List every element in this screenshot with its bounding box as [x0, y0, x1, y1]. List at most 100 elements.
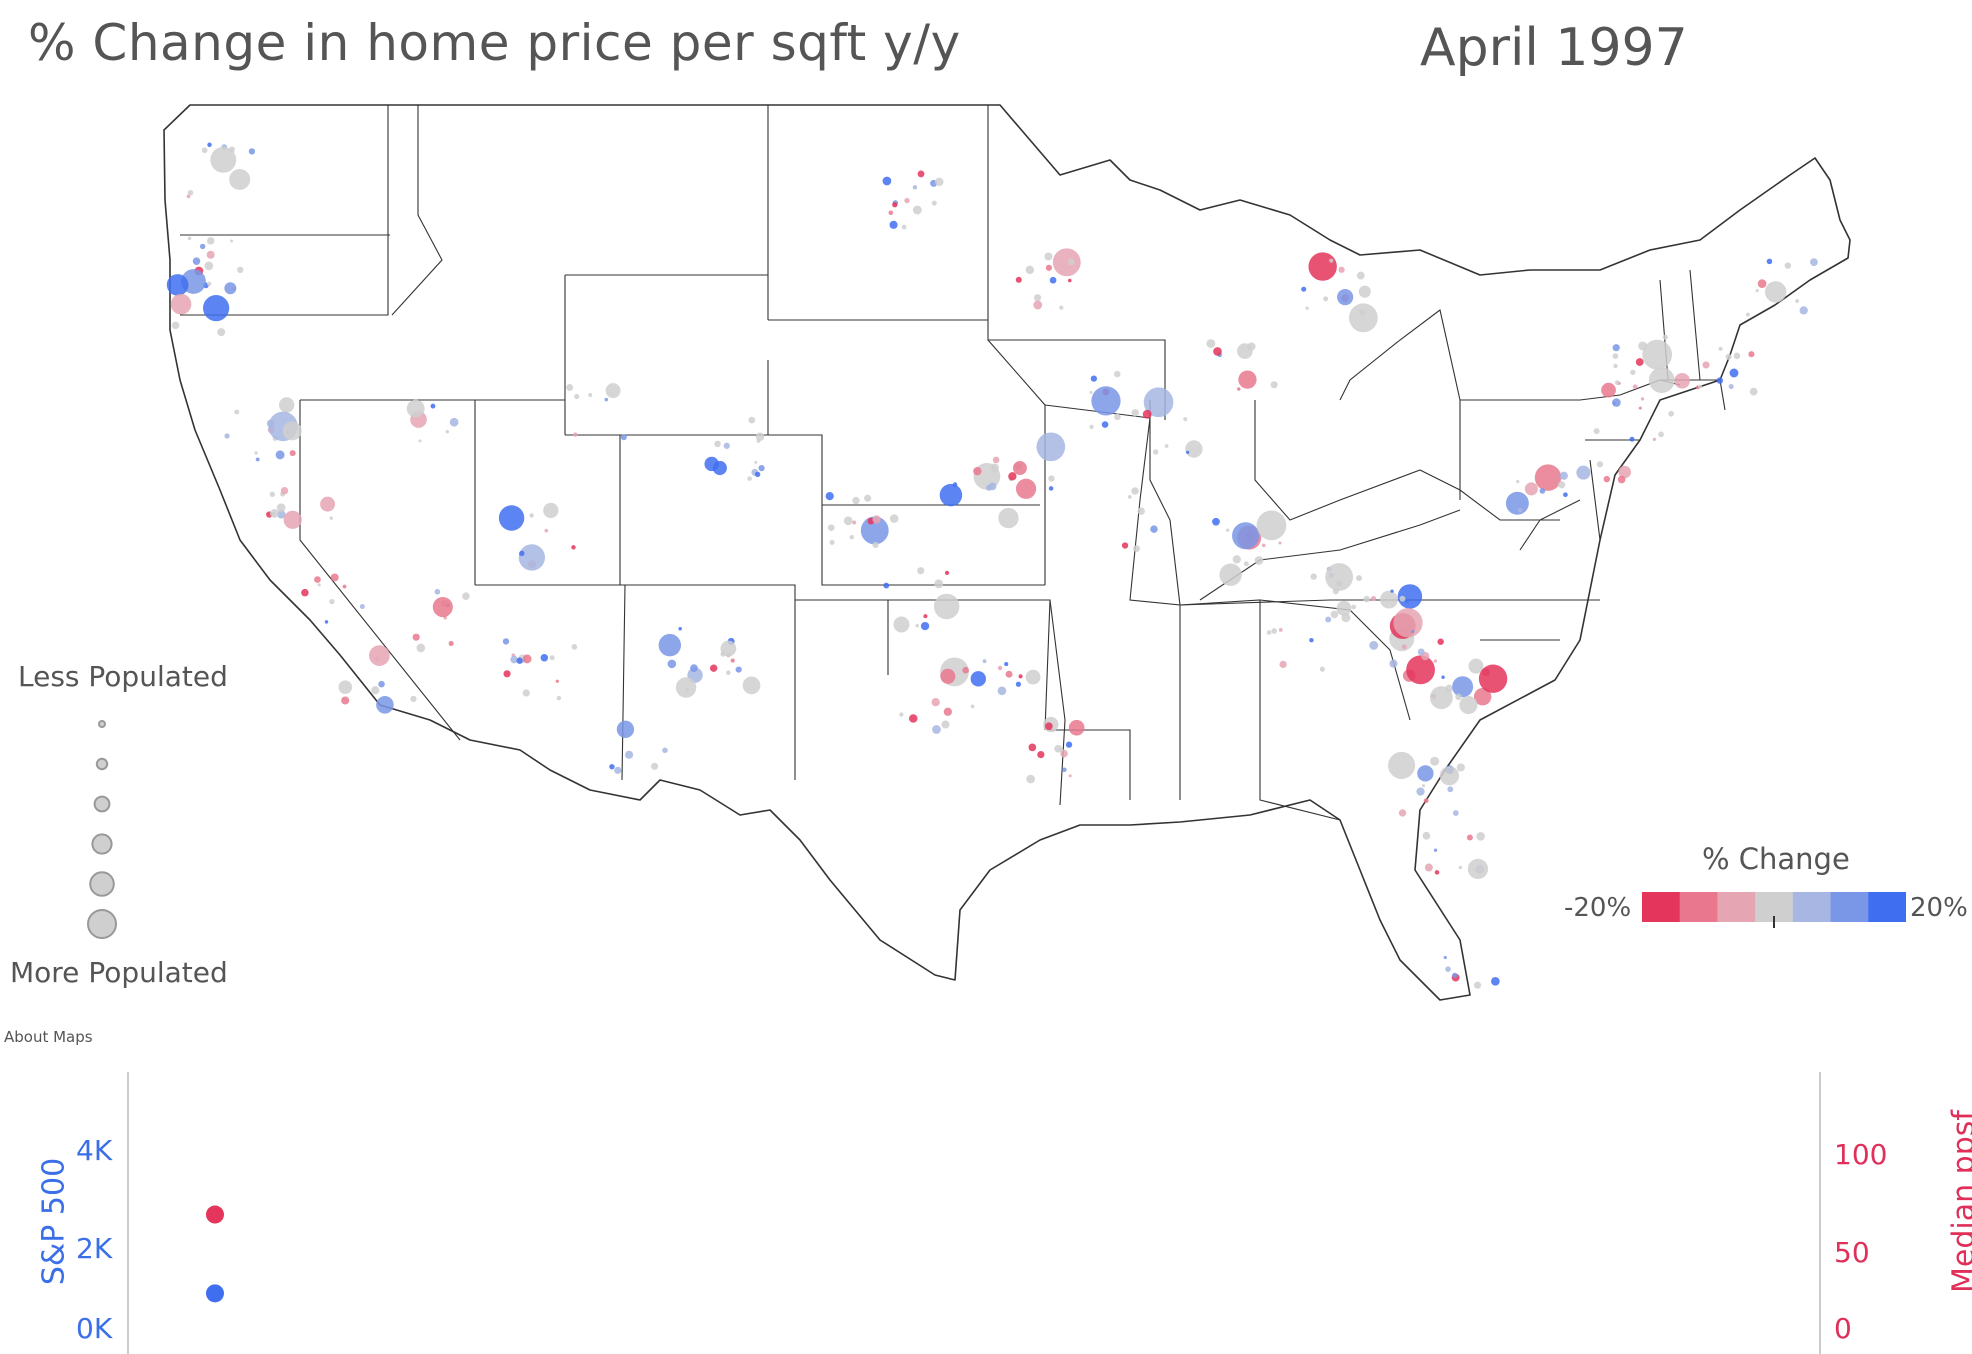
metro-bubble: [1784, 262, 1792, 269]
metro-bubble: [1004, 662, 1009, 667]
metro-bubble: [1423, 798, 1429, 804]
metro-bubble: [1026, 774, 1035, 784]
color-ramp[interactable]: [1642, 892, 1906, 928]
metro-bubble: [1008, 472, 1017, 481]
metro-bubble: [1642, 339, 1673, 370]
metro-bubble: [1437, 638, 1444, 646]
metro-bubble: [445, 429, 450, 434]
right-tick-50: 50: [1834, 1236, 1870, 1269]
metro-bubble: [1417, 765, 1434, 782]
metro-bubble: [207, 237, 215, 245]
median-ppsf-axis-label: Median ppsf: [1946, 1110, 1972, 1293]
metro-bubble: [1455, 693, 1462, 701]
metro-bubble: [1045, 722, 1053, 731]
metro-bubble: [430, 403, 436, 409]
about-maps-link[interactable]: About Maps: [4, 1028, 93, 1046]
right-tick-0: 0: [1834, 1312, 1852, 1345]
metro-bubble: [1329, 258, 1334, 263]
metro-bubble: [1278, 628, 1283, 632]
metro-bubble: [1618, 465, 1631, 479]
metro-bubble: [1025, 265, 1035, 275]
metro-bubble: [289, 450, 296, 457]
metro-bubble: [1033, 294, 1042, 302]
metro-bubble: [825, 492, 834, 501]
metro-bubble: [1089, 424, 1094, 429]
color-ramp-swatch: [1679, 892, 1718, 922]
metro-bubble: [1068, 719, 1085, 736]
metro-bubble: [255, 457, 260, 462]
metro-bubble: [206, 281, 212, 287]
metro-bubble: [1090, 375, 1098, 382]
metro-bubble: [1065, 741, 1073, 748]
metro-bubble: [516, 657, 523, 664]
metro-bubble: [1005, 670, 1013, 678]
metro-bubble: [1308, 252, 1337, 281]
metro-bubble: [544, 528, 549, 533]
metro-bubble: [540, 653, 549, 662]
metro-bubble: [1089, 390, 1093, 394]
metro-bubble: [1325, 563, 1354, 591]
color-ramp-swatch: [1717, 892, 1756, 922]
metro-bubble: [412, 633, 420, 641]
metro-bubble: [1301, 286, 1307, 292]
metro-bubble: [915, 623, 919, 628]
metro-bubble: [1131, 409, 1139, 417]
metro-bubble: [529, 513, 534, 518]
metro-bubble: [278, 397, 295, 413]
metro-bubble: [1025, 669, 1041, 685]
us-map[interactable]: [0, 80, 1972, 1020]
metro-bubble: [432, 596, 453, 618]
metro-bubble: [849, 535, 854, 540]
metro-bubble: [574, 394, 580, 400]
metro-bubble: [982, 659, 987, 664]
metro-bubble: [748, 416, 756, 424]
left-tick-0k: 0K: [76, 1312, 113, 1345]
metro-bubble: [1048, 475, 1055, 482]
metro-bubble: [1033, 300, 1043, 310]
metro-bubble: [1491, 976, 1500, 986]
metro-bubble: [449, 417, 459, 427]
color-ramp-swatch: [1868, 892, 1906, 922]
size-legend-dot: [87, 909, 117, 939]
metro-bubble: [229, 168, 251, 190]
metro-bubble: [1068, 774, 1072, 778]
metro-bubble: [1799, 306, 1808, 315]
metro-bubble: [1466, 834, 1473, 841]
size-legend: [87, 720, 117, 939]
metro-bubble: [217, 328, 226, 337]
metro-bubble: [1810, 258, 1818, 267]
metro-bubble: [892, 202, 898, 208]
metro-bubble: [1434, 870, 1440, 875]
metro-bubble: [1068, 258, 1075, 266]
metro-bubble: [1476, 831, 1485, 841]
metro-bubble: [893, 616, 910, 633]
metro-bubble: [1186, 450, 1190, 454]
metro-bubble: [1278, 541, 1282, 545]
metro-bubble: [940, 668, 956, 684]
metro-bubble: [888, 210, 894, 216]
metro-bubble: [171, 321, 180, 330]
metro-bubble: [1279, 660, 1287, 669]
metro-bubble: [1524, 482, 1538, 496]
metro-bubble: [462, 592, 470, 600]
metro-bubble: [901, 224, 907, 230]
metro-bubble: [1429, 686, 1453, 710]
metro-bubble: [1049, 276, 1057, 284]
metro-bubble: [899, 712, 904, 717]
metro-bubble: [1232, 522, 1260, 550]
metro-bubble: [1319, 666, 1325, 672]
metro-bubble: [709, 664, 718, 672]
metro-bubble: [1045, 264, 1053, 271]
metro-bubble: [912, 205, 922, 215]
metro-bubble: [1015, 276, 1022, 283]
metro-bubble: [973, 466, 982, 476]
metro-bubble: [935, 177, 944, 187]
metro-bubble: [571, 545, 576, 550]
metro-bubble: [1397, 584, 1423, 609]
metro-bubble: [230, 239, 234, 243]
metro-bubble: [1459, 695, 1478, 715]
metro-bubble: [1441, 675, 1445, 679]
metro-bubble: [1219, 563, 1242, 586]
metro-bubble: [1417, 648, 1425, 656]
metro-bubble: [726, 670, 731, 676]
